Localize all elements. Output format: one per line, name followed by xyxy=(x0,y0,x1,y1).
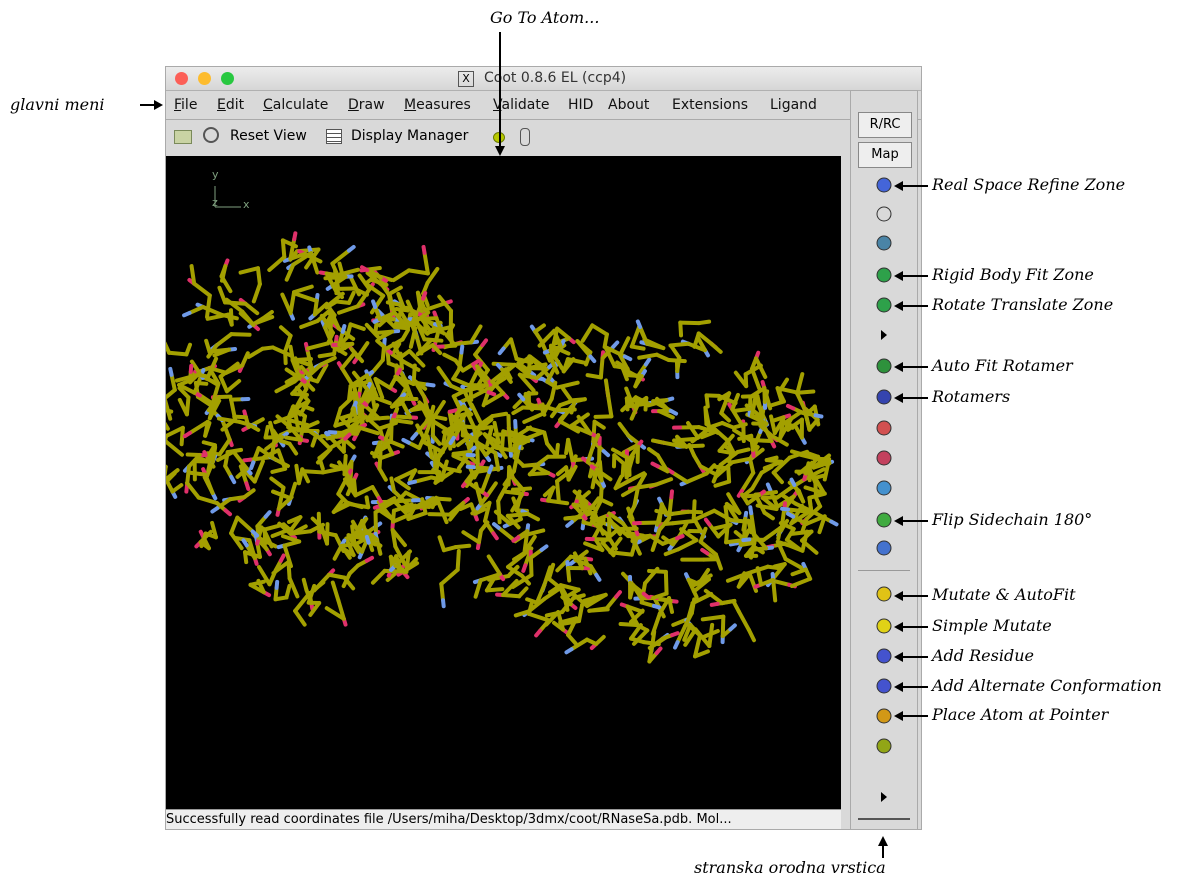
annotation: Simple Mutate xyxy=(932,616,1052,635)
annotation: Mutate & AutoFit xyxy=(932,585,1076,604)
arrowhead xyxy=(894,682,903,692)
annotation: stranska orodna vrstica xyxy=(694,858,886,877)
arrowhead xyxy=(894,393,903,403)
annotation: Real Space Refine Zone xyxy=(932,175,1125,194)
annotation: Add Residue xyxy=(932,646,1034,665)
arrowhead xyxy=(894,271,903,281)
arrowhead xyxy=(894,301,903,311)
annotation: Auto Fit Rotamer xyxy=(932,356,1073,375)
annotation: glavni meni xyxy=(10,95,105,114)
annotation: Flip Sidechain 180° xyxy=(932,510,1092,529)
annotation: Add Alternate Conformation xyxy=(932,676,1162,695)
arrowhead xyxy=(894,362,903,372)
arrowhead xyxy=(894,516,903,526)
arrowhead xyxy=(894,652,903,662)
arrowhead xyxy=(894,591,903,601)
arrowhead xyxy=(894,711,903,721)
annotation: Place Atom at Pointer xyxy=(932,705,1108,724)
annotation: Rotamers xyxy=(932,387,1010,406)
annotation-arrows xyxy=(0,0,1181,881)
page: X Coot 0.8.6 EL (ccp4) FileEditCalculate… xyxy=(0,0,1181,881)
arrowhead xyxy=(894,622,903,632)
annotation: Rigid Body Fit Zone xyxy=(932,265,1094,284)
annotation: Rotate Translate Zone xyxy=(932,295,1113,314)
arrowhead xyxy=(894,181,903,191)
annotation: Go To Atom... xyxy=(490,8,599,27)
